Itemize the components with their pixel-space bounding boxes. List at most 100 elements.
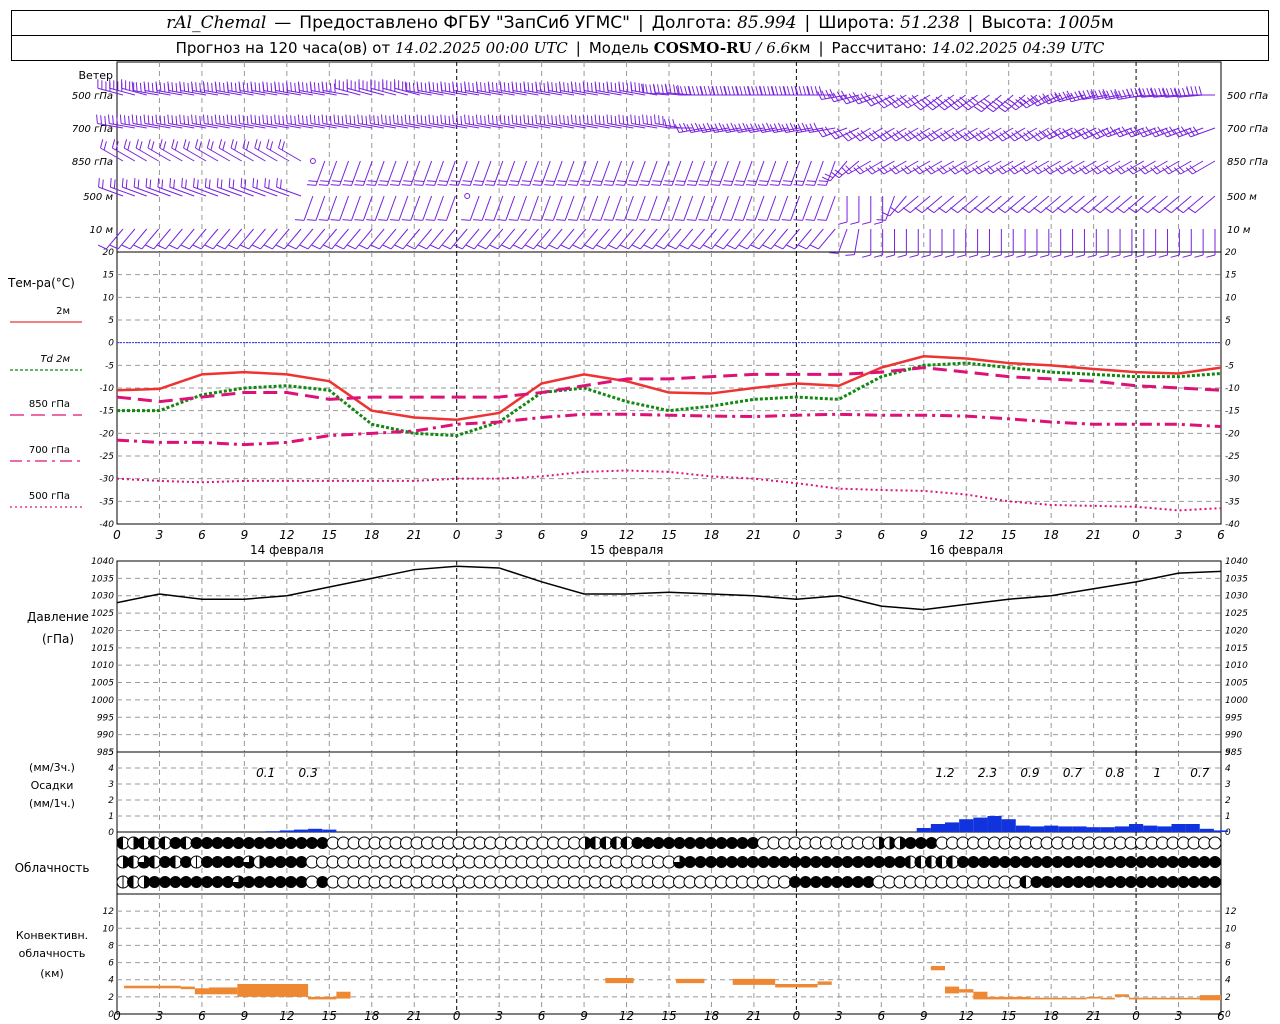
- wind-barb-flag: [642, 83, 645, 93]
- wind-barb-shaft: [200, 228, 219, 250]
- time-axis-tick: 3: [495, 528, 503, 542]
- wind-barb: [1021, 195, 1050, 214]
- wind-barb-flag: [274, 114, 276, 124]
- convective-cloud-bar: [336, 991, 351, 999]
- wind-barb-flag: [786, 244, 795, 250]
- wind-barb: [169, 178, 195, 197]
- wind-barb-flag: [916, 132, 924, 140]
- temp-tick-left: -25: [99, 452, 114, 462]
- cloud-overcast: [1051, 856, 1064, 868]
- cloud-overcast: [201, 876, 213, 888]
- wind-barb-shaft: [339, 160, 349, 186]
- wind-barb-flag: [169, 178, 172, 188]
- wind-barb-flag: [559, 114, 561, 124]
- wind-barb-flag: [254, 139, 258, 149]
- wind-barb-shaft: [702, 127, 729, 134]
- wind-barb-shaft: [204, 89, 230, 96]
- time-axis-tick-bottom: 18: [704, 1009, 720, 1023]
- temp-tick-left: -20: [99, 429, 114, 439]
- cloud-symbol: [925, 855, 938, 869]
- wind-barb: [275, 228, 302, 250]
- wind-barb-flag: [584, 244, 594, 250]
- wind-barb-flag: [531, 115, 534, 125]
- wind-barb: [793, 122, 824, 134]
- temp-tick-left: -30: [99, 475, 114, 485]
- convective-cloud-bar: [775, 984, 818, 988]
- precip-tick-right: 4: [1225, 764, 1231, 774]
- wind-barb-flag: [980, 254, 990, 258]
- wind-barb-flag: [155, 81, 158, 91]
- wind-barb-flag: [507, 115, 510, 125]
- wind-barb: [909, 229, 919, 258]
- wind-barb-shaft: [1166, 127, 1192, 138]
- wind-barb-flag: [598, 115, 601, 125]
- wind-barb: [926, 195, 955, 214]
- wind-barb-flag: [1011, 165, 1019, 173]
- precip-bar: [916, 828, 931, 832]
- wind-barb-flag: [1070, 165, 1078, 173]
- cloud-symbol: [978, 856, 990, 868]
- pressure-tick-right: 990: [1225, 731, 1242, 741]
- wind-barb-shaft: [438, 228, 456, 250]
- wind-barb-shaft: [327, 195, 338, 221]
- wind-barb-flag: [523, 114, 526, 124]
- wind-barb-shaft: [398, 195, 409, 221]
- wind-barb-flag: [420, 115, 423, 125]
- wind-barb-flag: [963, 165, 971, 173]
- wind-barb-flag: [163, 82, 166, 92]
- cloud-outline: [778, 875, 791, 889]
- cloud-overcast: [999, 856, 1011, 868]
- wind-barb: [321, 81, 349, 96]
- wind-barb-flag: [1139, 207, 1148, 214]
- precip-tick-left: 2: [108, 796, 114, 806]
- wind-barb-shaft: [251, 122, 278, 129]
- header-dash: —: [274, 13, 292, 33]
- wind-barb-flag: [925, 103, 933, 111]
- wind-barb-flag: [940, 132, 948, 140]
- wind-barb-flag: [840, 90, 847, 99]
- cloud-overcast: [694, 837, 707, 849]
- wind-barb-shaft: [1064, 195, 1085, 214]
- legend-label-t2m: 2м: [56, 306, 70, 317]
- wind-barb-shaft: [402, 228, 421, 250]
- wind-barb-flag: [547, 114, 549, 124]
- wind-barb: [861, 229, 872, 258]
- wind-barb-flag: [306, 184, 316, 186]
- wind-barb-flag: [532, 219, 542, 221]
- wind-barb-flag: [425, 184, 435, 186]
- wind-barb-flag: [1189, 165, 1197, 173]
- wind-barb-flag: [742, 122, 747, 132]
- wind-barb-flag: [548, 244, 558, 250]
- wind-barb-shaft: [695, 195, 706, 221]
- wind-barb-shaft: [97, 122, 124, 129]
- precip-bar: [945, 822, 960, 832]
- cloud-symbol: [1188, 876, 1200, 888]
- wind-barb-flag: [1054, 131, 1062, 140]
- wind-barb-flag: [320, 180, 330, 183]
- wind-barb-flag: [961, 207, 970, 214]
- wind-barb-shaft: [766, 195, 777, 221]
- wind-barb-flag: [779, 86, 783, 96]
- cloud-symbol: [768, 856, 780, 868]
- wind-barb-shaft: [956, 94, 978, 111]
- wind-barb-flag: [131, 81, 134, 91]
- temp-tick-right: 0: [1225, 339, 1231, 349]
- wind-barb-flag: [840, 96, 847, 105]
- wind-barb: [559, 114, 586, 129]
- wind-barb-flag: [508, 219, 518, 221]
- wind-barb-flag: [880, 99, 888, 107]
- wind-barb: [810, 228, 836, 250]
- wind-barb-shaft: [564, 160, 575, 186]
- wind-barb-shaft: [398, 160, 409, 186]
- wind-barb-flag: [790, 86, 795, 96]
- temp-tick-left: 10: [103, 293, 115, 303]
- wind-barb-flag: [240, 244, 249, 250]
- wind-barb: [840, 91, 871, 105]
- wind-barb: [674, 160, 694, 186]
- wind-barb: [464, 81, 492, 96]
- wind-barb-shaft: [287, 122, 313, 129]
- wind-barb: [452, 114, 480, 129]
- forecast-start: 14.02.2025 00:00 UTC: [395, 39, 568, 57]
- wind-barb-flag: [1056, 207, 1065, 214]
- wind-barb-shaft: [343, 228, 361, 250]
